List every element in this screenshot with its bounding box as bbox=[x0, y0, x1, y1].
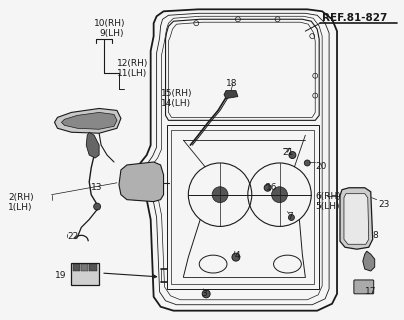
Text: 3: 3 bbox=[201, 289, 207, 298]
Polygon shape bbox=[119, 162, 164, 202]
Circle shape bbox=[289, 152, 296, 158]
Text: 11(LH): 11(LH) bbox=[117, 69, 147, 78]
Polygon shape bbox=[340, 188, 373, 249]
Text: 12(RH): 12(RH) bbox=[117, 59, 148, 68]
Circle shape bbox=[232, 253, 240, 261]
Text: 6(RH): 6(RH) bbox=[315, 192, 341, 201]
Text: 23: 23 bbox=[379, 200, 390, 209]
Circle shape bbox=[264, 184, 271, 191]
Text: 7: 7 bbox=[288, 212, 293, 220]
Text: 2(RH): 2(RH) bbox=[8, 193, 34, 202]
Text: 17: 17 bbox=[365, 287, 376, 296]
Text: 20: 20 bbox=[315, 162, 326, 171]
Text: 16: 16 bbox=[266, 183, 277, 192]
Text: 14(LH): 14(LH) bbox=[160, 99, 191, 108]
Text: REF.81-827: REF.81-827 bbox=[322, 13, 387, 23]
Text: 18: 18 bbox=[226, 79, 238, 88]
Circle shape bbox=[202, 290, 210, 298]
Circle shape bbox=[304, 160, 310, 166]
Polygon shape bbox=[89, 264, 97, 271]
Text: 21: 21 bbox=[282, 148, 294, 157]
FancyBboxPatch shape bbox=[72, 263, 99, 285]
Text: 4: 4 bbox=[235, 251, 240, 260]
Circle shape bbox=[94, 203, 101, 210]
Polygon shape bbox=[61, 112, 117, 129]
Text: 1(LH): 1(LH) bbox=[8, 203, 32, 212]
Text: 22: 22 bbox=[67, 232, 79, 241]
Circle shape bbox=[288, 214, 295, 220]
Text: 9(LH): 9(LH) bbox=[99, 29, 124, 38]
FancyBboxPatch shape bbox=[354, 280, 374, 294]
Polygon shape bbox=[86, 132, 99, 158]
Text: 8: 8 bbox=[373, 231, 379, 240]
Polygon shape bbox=[81, 264, 88, 271]
Polygon shape bbox=[224, 91, 238, 99]
Text: 10(RH): 10(RH) bbox=[94, 19, 126, 28]
Polygon shape bbox=[363, 251, 375, 271]
Polygon shape bbox=[344, 194, 369, 244]
Text: 13: 13 bbox=[91, 183, 103, 192]
Text: 19: 19 bbox=[55, 271, 66, 280]
Text: 15(RH): 15(RH) bbox=[160, 89, 192, 98]
Circle shape bbox=[212, 187, 228, 203]
Text: 5(LH): 5(LH) bbox=[315, 202, 340, 211]
Circle shape bbox=[271, 187, 288, 203]
Polygon shape bbox=[55, 108, 121, 133]
Polygon shape bbox=[74, 264, 80, 271]
